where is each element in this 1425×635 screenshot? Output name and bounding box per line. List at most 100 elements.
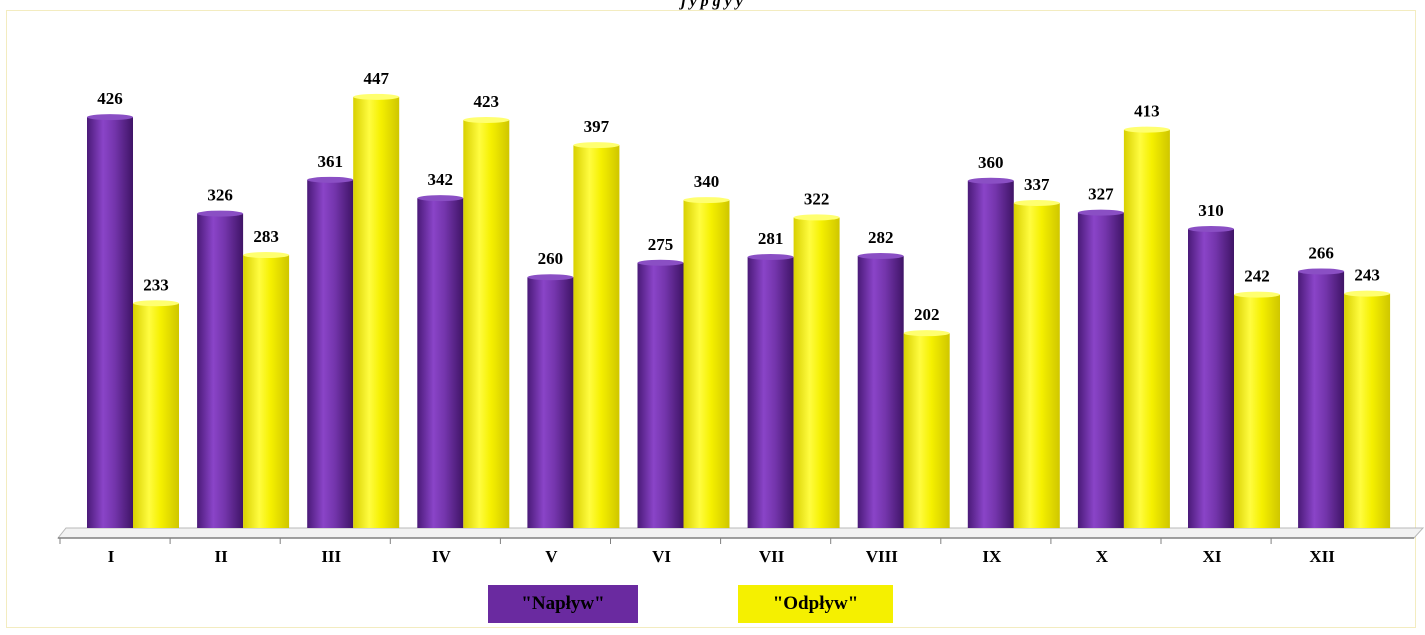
bar-inflow [307, 176, 354, 529]
bar-outflow [1234, 291, 1280, 528]
value-label-outflow: 340 [694, 172, 720, 191]
x-tick-label: X [1096, 547, 1109, 566]
bar-inflow-body [1077, 212, 1124, 528]
bar-inflow-cap [87, 114, 133, 121]
bar-outflow [133, 300, 179, 528]
value-label-outflow: 397 [584, 117, 610, 136]
bar-inflow [967, 177, 1014, 528]
legend-outflow-label: "Odpływ" [772, 593, 859, 614]
value-label-outflow: 413 [1134, 102, 1160, 121]
bar-outflow [243, 252, 290, 528]
value-label-outflow: 447 [363, 69, 389, 88]
bar-inflow-body [307, 179, 354, 529]
value-label-inflow: 310 [1198, 201, 1224, 220]
bar-outflow-body [353, 96, 400, 528]
bar-inflow-body [417, 198, 464, 529]
value-label-outflow: 202 [914, 305, 940, 324]
chart-title-fragment: j y p g y y [678, 0, 744, 10]
value-label-outflow: 233 [143, 275, 169, 294]
value-label-outflow: 242 [1244, 267, 1270, 286]
bar-outflow [903, 330, 950, 528]
bar-outflow-body [1234, 294, 1280, 528]
value-label-outflow: 283 [253, 227, 279, 246]
value-label-outflow: 423 [474, 92, 500, 111]
value-label-inflow: 266 [1308, 243, 1334, 262]
value-label-inflow: 360 [978, 153, 1004, 172]
bar-outflow-cap [903, 330, 950, 337]
x-tick-label: IV [432, 547, 452, 566]
bar-outflow-body [243, 255, 290, 528]
value-label-inflow: 326 [207, 186, 233, 205]
bar-inflow [857, 253, 904, 528]
bar-inflow-cap [527, 274, 574, 281]
bar-inflow-cap [747, 253, 794, 260]
bar-inflow [637, 259, 684, 528]
x-tick-label: XI [1203, 547, 1222, 566]
bar-inflow [197, 210, 244, 528]
x-tick-label: I [108, 547, 115, 566]
value-label-inflow: 275 [648, 235, 674, 254]
bar-outflow-cap [1123, 126, 1170, 133]
bar-inflow-body [637, 262, 684, 528]
bar-outflow-cap [353, 93, 400, 100]
bar-inflow [1298, 268, 1345, 528]
value-label-outflow: 243 [1354, 266, 1380, 285]
bar-inflow-cap [1077, 209, 1124, 216]
bar-inflow-cap [1298, 268, 1345, 275]
chart-floor [56, 527, 1425, 539]
bar-outflow [683, 197, 730, 528]
x-tick-label: IX [982, 547, 1002, 566]
bar-outflow-cap [243, 252, 290, 259]
value-label-inflow: 281 [758, 229, 784, 248]
bar-inflow [1077, 209, 1124, 528]
value-label-inflow: 361 [317, 152, 343, 171]
value-label-outflow: 322 [804, 189, 830, 208]
bar-inflow [1188, 226, 1234, 528]
bar-inflow-body [857, 256, 904, 528]
value-label-inflow: 327 [1088, 185, 1114, 204]
bar-outflow-body [1344, 293, 1391, 528]
legend-outflow: "Odpływ" [738, 585, 893, 623]
bar-outflow-body [793, 217, 840, 528]
bar-outflow-cap [573, 142, 620, 149]
bar-inflow [417, 195, 464, 529]
bar-inflow-cap [967, 177, 1014, 184]
bar-outflow-body [1123, 129, 1170, 528]
bar-outflow-body [573, 145, 620, 528]
bar-inflow-cap [307, 176, 354, 183]
bar-outflow-body [133, 303, 179, 528]
bar-outflow-cap [133, 300, 179, 307]
bar-outflow-cap [1013, 199, 1060, 206]
x-tick-label: VI [652, 547, 671, 566]
bar-outflow [353, 93, 400, 528]
bar-outflow [1123, 126, 1170, 528]
bar-inflow-cap [637, 259, 684, 266]
value-label-outflow: 337 [1024, 175, 1050, 194]
bar-outflow-cap [1344, 290, 1391, 297]
value-label-inflow: 426 [97, 89, 123, 108]
bar-inflow-cap [857, 253, 904, 260]
bar-outflow [1013, 199, 1060, 528]
bar-outflow [463, 117, 510, 528]
bar-outflow-cap [683, 197, 730, 204]
x-tick-label: VIII [866, 547, 899, 566]
bar-outflow-body [1013, 202, 1060, 528]
x-tick-label: V [545, 547, 558, 566]
legend-inflow: "Napływ" [488, 585, 638, 623]
bar-inflow [87, 114, 133, 529]
value-label-inflow: 342 [428, 170, 454, 189]
bar-inflow [747, 253, 794, 528]
chart-frame [6, 10, 1416, 628]
bar-inflow-body [1298, 271, 1345, 528]
bar-inflow [527, 274, 574, 528]
value-label-inflow: 282 [868, 228, 894, 247]
bar-inflow-body [527, 277, 574, 528]
bar-inflow-cap [197, 210, 244, 217]
x-tick-label: II [215, 547, 229, 566]
bar-outflow [793, 214, 840, 528]
bar-outflow-cap [1234, 291, 1280, 298]
bar-inflow-body [967, 180, 1014, 528]
bar-inflow-body [1188, 229, 1234, 528]
x-tick-label: III [321, 547, 341, 566]
bar-outflow-body [463, 120, 510, 528]
